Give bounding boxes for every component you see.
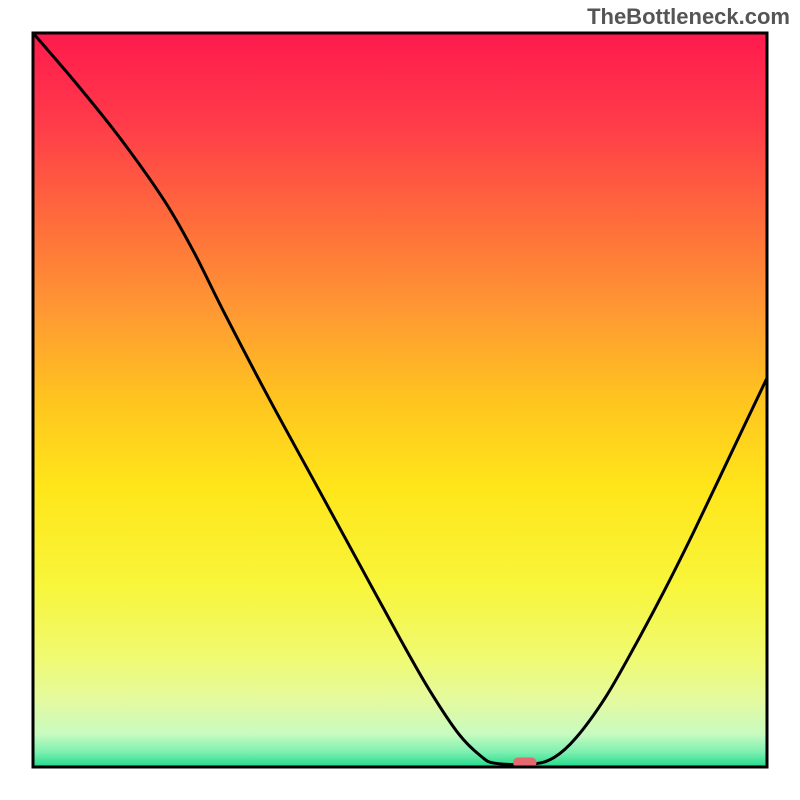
watermark-text: TheBottleneck.com [587, 4, 790, 30]
chart-background [33, 33, 767, 767]
chart-svg [0, 0, 800, 800]
bottleneck-chart: TheBottleneck.com [0, 0, 800, 800]
